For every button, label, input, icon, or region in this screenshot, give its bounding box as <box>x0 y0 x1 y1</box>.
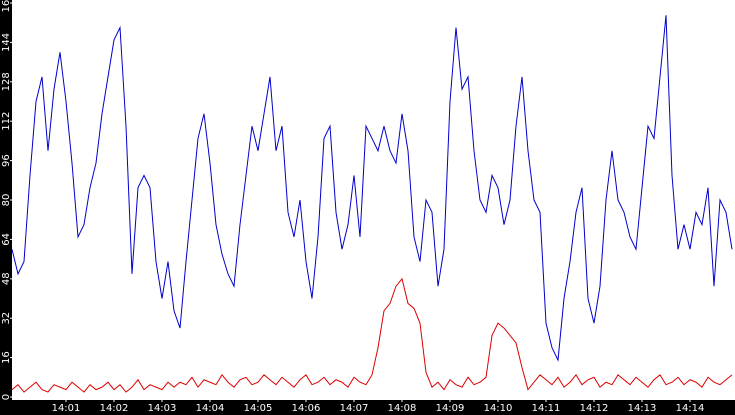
y-tick-label: 112 <box>1 112 12 131</box>
y-tick-label: 96 <box>1 154 12 167</box>
y-tick-label: 80 <box>1 194 12 207</box>
x-tick-label: 14:03 <box>148 403 177 414</box>
x-tick-label: 14:11 <box>532 403 561 414</box>
x-tick-label: 14:04 <box>196 403 225 414</box>
y-tick-label: 16 <box>1 351 12 364</box>
y-tick-label: 64 <box>1 233 12 246</box>
y-tick-label: 128 <box>1 72 12 91</box>
y-axis-band <box>0 0 12 415</box>
series-line <box>11 15 733 362</box>
x-tick-label: 14:08 <box>388 403 417 414</box>
x-tick-label: 14:02 <box>100 403 129 414</box>
y-tick-label: 0 <box>1 394 12 400</box>
x-tick-label: 14:09 <box>436 403 465 414</box>
x-tick-label: 14:12 <box>580 403 609 414</box>
y-tick-label: 48 <box>1 272 12 285</box>
x-tick-label: 14:10 <box>484 403 513 414</box>
y-tick-label: 144 <box>1 33 12 52</box>
x-tick-label: 14:07 <box>340 403 369 414</box>
series-line <box>11 277 733 393</box>
x-tick-label: 14:01 <box>52 403 81 414</box>
x-axis-band <box>0 400 735 415</box>
x-tick-label: 14:05 <box>244 403 273 414</box>
x-tick-label: 14:06 <box>292 403 321 414</box>
x-tick-label: 14:13 <box>628 403 657 414</box>
x-tick-label: 14:14 <box>676 403 705 414</box>
y-tick-label: 160 <box>1 0 12 13</box>
y-tick-label: 32 <box>1 312 12 325</box>
